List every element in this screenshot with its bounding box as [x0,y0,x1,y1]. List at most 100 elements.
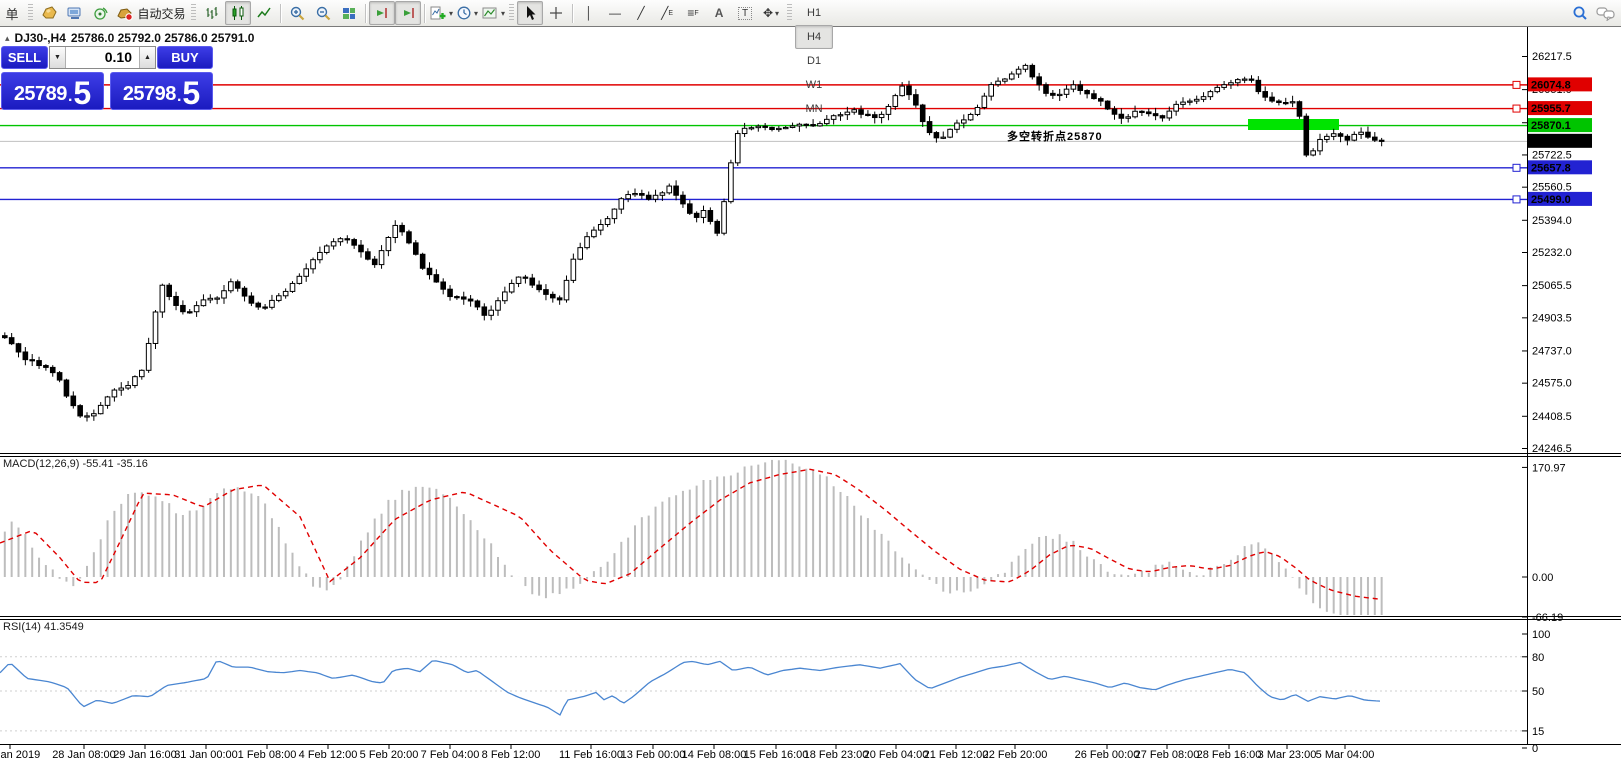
gold-nugget-icon[interactable] [36,1,62,25]
volume-spinner: ▼ 0.10 ▲ [49,46,156,69]
chart-shift-button[interactable] [395,1,421,25]
toolbar-grip[interactable] [787,4,793,22]
svg-text:11 Feb 16:00: 11 Feb 16:00 [559,749,623,761]
svg-text:25394.0: 25394.0 [1532,215,1572,227]
templates-button[interactable]: ▾ [480,1,506,25]
chevron-down-icon: ▾ [474,8,479,18]
periods-button[interactable]: ▾ [454,1,480,25]
bar-chart-button[interactable] [199,1,225,25]
label-glyph: T [737,6,753,20]
sell-button[interactable]: SELL [1,46,48,69]
svg-text:24575.0: 24575.0 [1532,378,1572,390]
rsi-label: RSI(14) 41.3549 [3,621,84,633]
svg-text:25955.7: 25955.7 [1531,103,1571,115]
auto-scroll-button[interactable] [369,1,395,25]
vertical-line-button[interactable]: │ [585,6,593,20]
svg-text:-66.19: -66.19 [1532,612,1563,624]
tab-D1[interactable]: D1 [807,55,822,67]
arrows-button[interactable]: ✥ ▾ [758,1,784,25]
channel-glyph: ╱ [661,6,669,20]
crosshair-button[interactable] [543,1,569,25]
one-click-trading-panel: SELL ▼ 0.10 ▲ BUY 25789 . 5 25798 . 5 [1,46,213,110]
svg-text:13 Feb 00:00: 13 Feb 00:00 [621,749,686,761]
zoom-in-button[interactable] [284,1,310,25]
buy-button[interactable]: BUY [157,46,213,69]
tab-H1[interactable]: H1 [807,7,822,19]
autotrade-button[interactable]: 自动交易 [114,1,188,25]
virtual-hosting-icon[interactable] [62,1,88,25]
toolbar-separator [365,3,366,23]
signals-icon[interactable] [88,1,114,25]
tab-W1[interactable]: W1 [805,79,823,91]
svg-text:26074.8: 26074.8 [1531,79,1571,91]
svg-text:27 Feb 08:00: 27 Feb 08:00 [1135,749,1200,761]
trendline-button[interactable]: ╱ [637,6,645,20]
toolbar-grip[interactable] [191,4,196,22]
svg-text:25232.0: 25232.0 [1532,247,1572,259]
svg-text:1 Feb 08:00: 1 Feb 08:00 [238,749,297,761]
zoom-out-button[interactable] [310,1,336,25]
sell-price-button[interactable]: 25789 . 5 [1,72,104,110]
candlestick-chart-button[interactable] [225,1,251,25]
timeframe-group: M1M5M15M30H1H4D1W1MN [795,0,834,121]
chevron-down-icon: ▾ [775,8,780,18]
fibo-glyph: ≡ [687,6,695,20]
volume-input[interactable]: 0.10 [104,49,132,65]
svg-text:3 Mar 23:00: 3 Mar 23:00 [1258,749,1317,761]
tile-windows-button[interactable] [336,1,362,25]
toolbar-separator [572,3,574,23]
horizontal-line-button[interactable]: — [609,6,622,20]
svg-text:21 Feb 12:00: 21 Feb 12:00 [924,749,989,761]
svg-text:15 Feb 16:00: 15 Feb 16:00 [744,749,809,761]
fibonacci-button[interactable]: ≡ F [680,1,706,25]
autotrade-label: 自动交易 [137,6,186,21]
chart-expander-icon[interactable]: ▴ [5,32,10,43]
svg-text:4 Feb 12:00: 4 Feb 12:00 [299,749,358,761]
svg-text:14 Feb 08:00: 14 Feb 08:00 [682,749,747,761]
tab-MN[interactable]: MN [805,103,823,115]
buy-price-main: 25798 [122,83,177,105]
chevron-down-icon: ▾ [501,8,506,18]
svg-text:0: 0 [1532,743,1538,755]
fibo-sub: F [694,9,699,17]
tab-H4[interactable]: H4 [795,25,834,49]
svg-text:24737.0: 24737.0 [1532,345,1572,357]
chat-button[interactable] [1593,1,1619,25]
svg-text:18 Feb 23:00: 18 Feb 23:00 [804,749,869,761]
svg-text:80: 80 [1532,652,1544,664]
svg-text:26 Feb 00:00: 26 Feb 00:00 [1075,749,1140,761]
indicators-button[interactable]: ▾ [428,1,454,25]
volume-decrement-button[interactable]: ▼ [50,47,66,68]
svg-text:25560.5: 25560.5 [1532,182,1572,194]
sell-price-main: 25789 [13,83,68,105]
search-button[interactable] [1567,1,1593,25]
text-button[interactable]: A [714,6,724,20]
svg-text:7 Feb 04:00: 7 Feb 04:00 [421,749,480,761]
line-chart-button[interactable] [251,1,277,25]
svg-text:5 Mar 04:00: 5 Mar 04:00 [1316,749,1375,761]
svg-text:22 Feb 20:00: 22 Feb 20:00 [983,749,1048,761]
channel-sub: E [668,9,673,17]
svg-text:25791.0: 25791.0 [1531,136,1571,148]
svg-text:28 Feb 16:00: 28 Feb 16:00 [1197,749,1262,761]
new-order-button[interactable]: 单 [5,6,19,22]
svg-text:25065.5: 25065.5 [1532,280,1572,292]
macd-label: MACD(12,26,9) -55.41 -35.16 [3,458,148,470]
svg-text:24408.5: 24408.5 [1532,411,1572,423]
svg-text:15: 15 [1532,726,1544,738]
svg-text:25722.5: 25722.5 [1532,149,1572,161]
toolbar-grip[interactable] [509,4,515,22]
volume-increment-button[interactable]: ▲ [139,47,155,68]
toolbar-grip[interactable] [28,4,33,22]
cursor-button[interactable] [517,1,544,25]
svg-text:170.97: 170.97 [1532,462,1566,474]
svg-text:24903.5: 24903.5 [1532,312,1572,324]
toolbar-separator [280,3,281,23]
svg-text:28 Jan 08:00: 28 Jan 08:00 [52,749,116,761]
equidistant-channel-button[interactable]: ╱ E [654,1,680,25]
text-label-button[interactable]: T [732,1,758,25]
buy-price-button[interactable]: 25798 . 5 [110,72,213,110]
toolbar-separator [424,3,425,23]
svg-text:8 Feb 12:00: 8 Feb 12:00 [482,749,541,761]
